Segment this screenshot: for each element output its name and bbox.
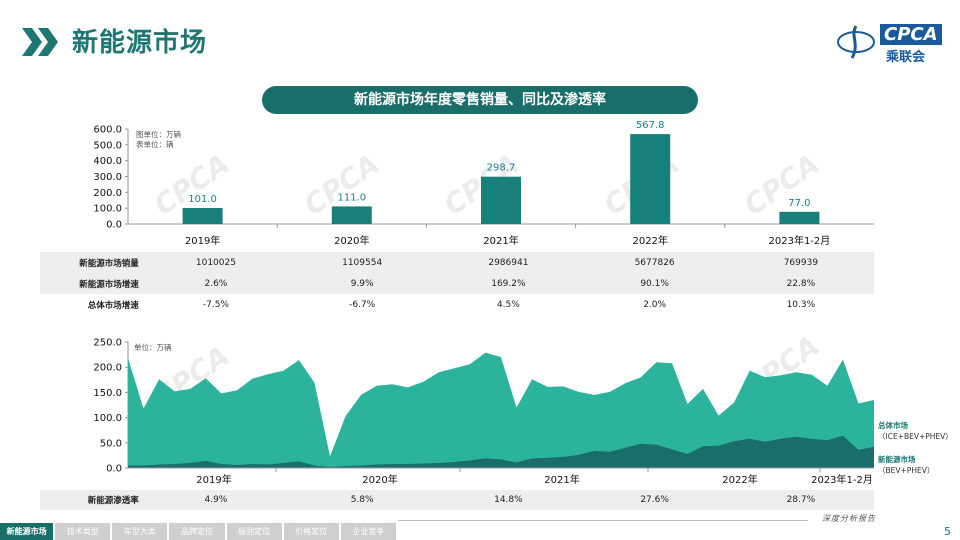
row-label: 新能源市场销量 <box>79 258 139 269</box>
legend-subtitle: （BEV+PHEV） <box>878 466 935 475</box>
y-tick-label: 100.0 <box>93 413 122 424</box>
x-tick-label: 2022年 <box>722 473 757 486</box>
nev-market-area <box>128 435 874 468</box>
table-cell: 769939 <box>783 257 819 268</box>
legend-subtitle: （ICE+BEV+PHEV） <box>878 432 953 441</box>
data-label: 77.0 <box>788 198 810 209</box>
bar-chart: 600.0 500.0 400.0 300.0 200.0 100.0 0.0 图单位：万辆表… <box>93 120 874 247</box>
table-cell: 4.5% <box>496 299 520 310</box>
x-tick-label: 2019年 <box>185 234 220 247</box>
table-cell: -6.7% <box>349 299 376 310</box>
report-caption: 深度分析报告 <box>822 514 876 523</box>
legend-title: 新能源市场 <box>878 455 916 464</box>
data-label: 298.7 <box>487 163 516 174</box>
table-cell: 2.6% <box>204 278 228 289</box>
table-cell: 4.9% <box>204 495 228 505</box>
nav-tab-vehicle-class[interactable]: 车型大类 <box>112 523 168 540</box>
x-tick-label: 2023年1-2月 <box>811 473 873 486</box>
chevron-double-icon <box>22 28 58 56</box>
table-cell: -7.5% <box>202 299 229 310</box>
table-cell: 1010025 <box>195 257 236 268</box>
bar <box>331 206 372 224</box>
table-cell: 2986941 <box>488 257 529 268</box>
nav-tab-level-position[interactable]: 级别定位 <box>226 523 282 540</box>
bar <box>779 211 820 224</box>
y-tick-label: 0.0 <box>106 464 122 475</box>
y-tick-label: 150.0 <box>93 388 122 399</box>
y-tick-label: 200.0 <box>93 188 122 199</box>
x-tick-label: 2021年 <box>544 473 579 486</box>
row-label: 新能源市场增速 <box>79 279 139 290</box>
page-title: 新能源市场 <box>72 28 208 58</box>
y-tick-label: 0.0 <box>106 220 122 231</box>
nav-tab-company-competition[interactable]: 企业竞争 <box>340 523 397 540</box>
data-label: 111.0 <box>337 192 366 203</box>
unit-note: 单位：万辆 <box>134 342 172 352</box>
bar <box>481 176 521 224</box>
y-tick-label: 50.0 <box>100 438 122 449</box>
nav-tab-price-position[interactable]: 价格定位 <box>283 523 339 540</box>
table-cell: 14.8% <box>494 495 523 505</box>
table-row: 新能源市场销量 1010025 1109554 2986941 5677826 … <box>40 252 874 273</box>
data-label: 101.0 <box>188 194 217 205</box>
legend-total: 总体市场 （ICE+BEV+PHEV） <box>878 420 953 442</box>
area-chart: 250.0 200.0 150.0 100.0 50.0 0.0 单位：万辆 2019年 202… <box>93 338 874 486</box>
bar <box>630 134 671 224</box>
unit-note: 图单位：万辆 <box>136 129 181 139</box>
footer-divider <box>398 520 808 521</box>
table-cell: 1109554 <box>342 257 383 268</box>
table-cell: 9.9% <box>350 278 374 289</box>
unit-note: 表单位：辆 <box>136 139 174 149</box>
table-cell: 10.3% <box>786 299 816 310</box>
table-row: 总体市场增速 -7.5% -6.7% 4.5% 2.0% 10.3% <box>40 294 874 315</box>
x-tick-label: 2021年 <box>483 234 518 247</box>
y-tick-label: 200.0 <box>93 363 122 374</box>
table-cell: 2.0% <box>643 299 667 310</box>
y-tick-label: 600.0 <box>93 125 122 136</box>
table-cell: 5.8% <box>350 495 374 505</box>
nav-tab-tech-type[interactable]: 技术类型 <box>55 523 111 540</box>
logo-subtitle: 乘联会 <box>886 50 926 65</box>
x-tick-label: 2023年1-2月 <box>769 234 831 247</box>
x-tick-label: 2020年 <box>334 234 369 247</box>
table-cell: 169.2% <box>491 278 526 289</box>
penetration-row: 新能源渗透率 4.9% 5.8% 14.8% 27.6% 28.7% <box>40 490 874 510</box>
y-tick-label: 400.0 <box>93 156 122 167</box>
bar <box>182 208 223 224</box>
x-tick-label: 2022年 <box>632 234 667 247</box>
nav-tab-brand-position[interactable]: 品牌定位 <box>169 523 225 540</box>
footer-nav: 新能源市场 技术类型 车型大类 品牌定位 级别定位 价格定位 企业竞争 <box>0 523 398 540</box>
table-row: 新能源市场增速 2.6% 9.9% 169.2% 90.1% 22.8% <box>40 273 874 294</box>
table-cell: 5677826 <box>634 257 675 268</box>
row-label: 总体市场增速 <box>87 300 139 311</box>
y-tick-label: 500.0 <box>93 140 122 151</box>
table-cell: 90.1% <box>640 278 669 289</box>
legend-title: 总体市场 <box>878 421 908 430</box>
legend-nev: 新能源市场 （BEV+PHEV） <box>878 454 934 476</box>
table-cell: 28.7% <box>786 495 816 505</box>
table-cell: 27.6% <box>640 495 669 505</box>
y-tick-label: 250.0 <box>93 338 122 349</box>
x-tick-label: 2019年 <box>196 473 231 486</box>
page-number: 5 <box>944 525 951 538</box>
logo-brand: CPCA <box>880 24 942 45</box>
total-market-area <box>128 352 874 468</box>
cpca-logo <box>837 25 875 59</box>
nav-tab-nev-market[interactable]: 新能源市场 <box>0 523 54 540</box>
y-tick-label: 300.0 <box>93 172 122 183</box>
data-label: 567.8 <box>636 120 665 131</box>
row-label: 新能源渗透率 <box>87 496 139 506</box>
y-tick-label: 100.0 <box>93 204 122 215</box>
table-cell: 22.8% <box>786 278 816 289</box>
x-tick-label: 2020年 <box>362 473 397 486</box>
sales-table: 新能源市场销量 1010025 1109554 2986941 5677826 … <box>40 252 874 315</box>
chart-banner-title: 新能源市场年度零售销量、同比及渗透率 <box>262 86 698 114</box>
